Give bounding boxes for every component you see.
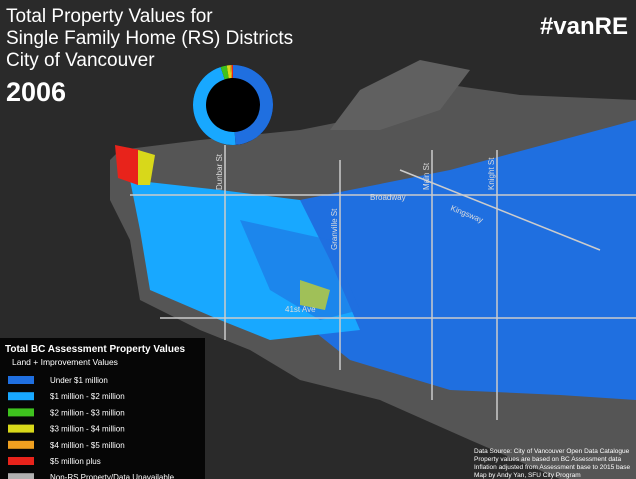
- year: 2006: [6, 77, 66, 107]
- street-label: Knight St: [487, 157, 496, 190]
- legend-swatch: [8, 473, 34, 479]
- legend-swatch: [8, 457, 34, 465]
- red-district: [115, 145, 140, 185]
- legend-label: $1 million - $2 million: [50, 392, 125, 401]
- source-line: Map by Andy Yan, SFU City Program: [474, 472, 581, 479]
- title-line: City of Vancouver: [6, 50, 155, 71]
- street-label: 41st Ave: [285, 305, 316, 314]
- donut-segment: [231, 65, 233, 79]
- legend-label: $4 million - $5 million: [50, 441, 125, 450]
- downtown: [330, 60, 470, 130]
- title-line: Total Property Values for: [6, 6, 213, 27]
- hashtag: #vanRE: [540, 13, 628, 40]
- legend-label: $3 million - $4 million: [50, 425, 125, 434]
- source-line: Inflation adjusted from Assessment base …: [474, 464, 630, 471]
- mixed-districts: [240, 220, 360, 320]
- street-label: Granville St: [330, 208, 339, 250]
- legend-swatch: [8, 440, 34, 449]
- source-line: Data Source: City of Vancouver Open Data…: [474, 448, 630, 455]
- legend-label: $5 million plus: [50, 457, 101, 466]
- yellow-district: [138, 150, 155, 185]
- legend-swatch: [8, 408, 34, 417]
- donut-chart: [193, 65, 273, 145]
- legend-swatch: [8, 376, 34, 384]
- source-line: Property values are based on BC Assessme…: [474, 456, 621, 463]
- legend-swatch: [8, 392, 34, 401]
- street-label: Dunbar St: [215, 153, 224, 190]
- street-label: Broadway: [370, 193, 406, 202]
- donut-segment: [233, 65, 273, 145]
- donut-segment: [226, 65, 232, 79]
- legend-subtitle: Land + Improvement Values: [12, 357, 118, 367]
- legend-label: Under $1 million: [50, 376, 108, 385]
- streets: [130, 145, 636, 420]
- legend: Under $1 million $1 million - $2 million $…: [8, 376, 175, 479]
- legend-label: Non-RS Property/Data Unavailable: [50, 473, 175, 479]
- donut-segment: [193, 66, 236, 145]
- donut-segment: [230, 65, 233, 79]
- legend-box: [0, 338, 205, 479]
- yellow-district: [300, 280, 330, 310]
- title-line: Single Family Home (RS) Districts: [6, 28, 293, 49]
- donut-segment: [220, 65, 229, 80]
- street-label: Main St: [422, 162, 431, 190]
- legend-label: $2 million - $3 million: [50, 408, 125, 417]
- blue-districts: [300, 120, 636, 400]
- legend-title: Total BC Assessment Property Values: [5, 344, 186, 355]
- legend-swatch: [8, 424, 34, 433]
